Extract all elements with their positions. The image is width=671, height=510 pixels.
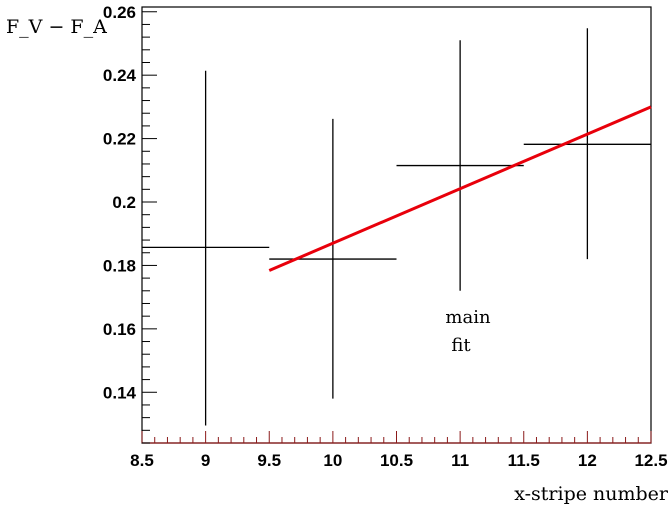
y-axis-title: F_V − F_A xyxy=(6,16,107,38)
x-tick-label: 11 xyxy=(451,451,469,470)
y-tick-label: 0.2 xyxy=(112,193,136,212)
annotation-main: main xyxy=(445,307,491,328)
x-tick-label: 12.5 xyxy=(634,451,667,470)
y-tick-label: 0.22 xyxy=(103,130,136,149)
x-tick-label: 10.5 xyxy=(380,451,413,470)
y-tick-label: 0.14 xyxy=(103,383,137,402)
x-axis-title: x-stripe number xyxy=(514,483,669,505)
annotation-fit: fit xyxy=(451,335,471,356)
y-tick-label: 0.26 xyxy=(103,3,136,22)
fit-line xyxy=(268,105,652,272)
x-tick-label: 8.5 xyxy=(130,451,154,470)
y-tick-label: 0.18 xyxy=(103,256,136,275)
x-tick-label: 11.5 xyxy=(508,451,540,470)
y-axis-title-text: F_V − F_A xyxy=(6,16,107,38)
plot-frame xyxy=(141,6,652,444)
x-tick-label: 9 xyxy=(201,451,210,470)
x-tick-label: 10 xyxy=(323,451,342,470)
y-tick-label: 0.16 xyxy=(103,320,136,339)
x-tick-label: 12 xyxy=(578,451,597,470)
y-tick-label: 0.24 xyxy=(103,66,137,85)
x-tick-label: 9.5 xyxy=(257,451,281,470)
